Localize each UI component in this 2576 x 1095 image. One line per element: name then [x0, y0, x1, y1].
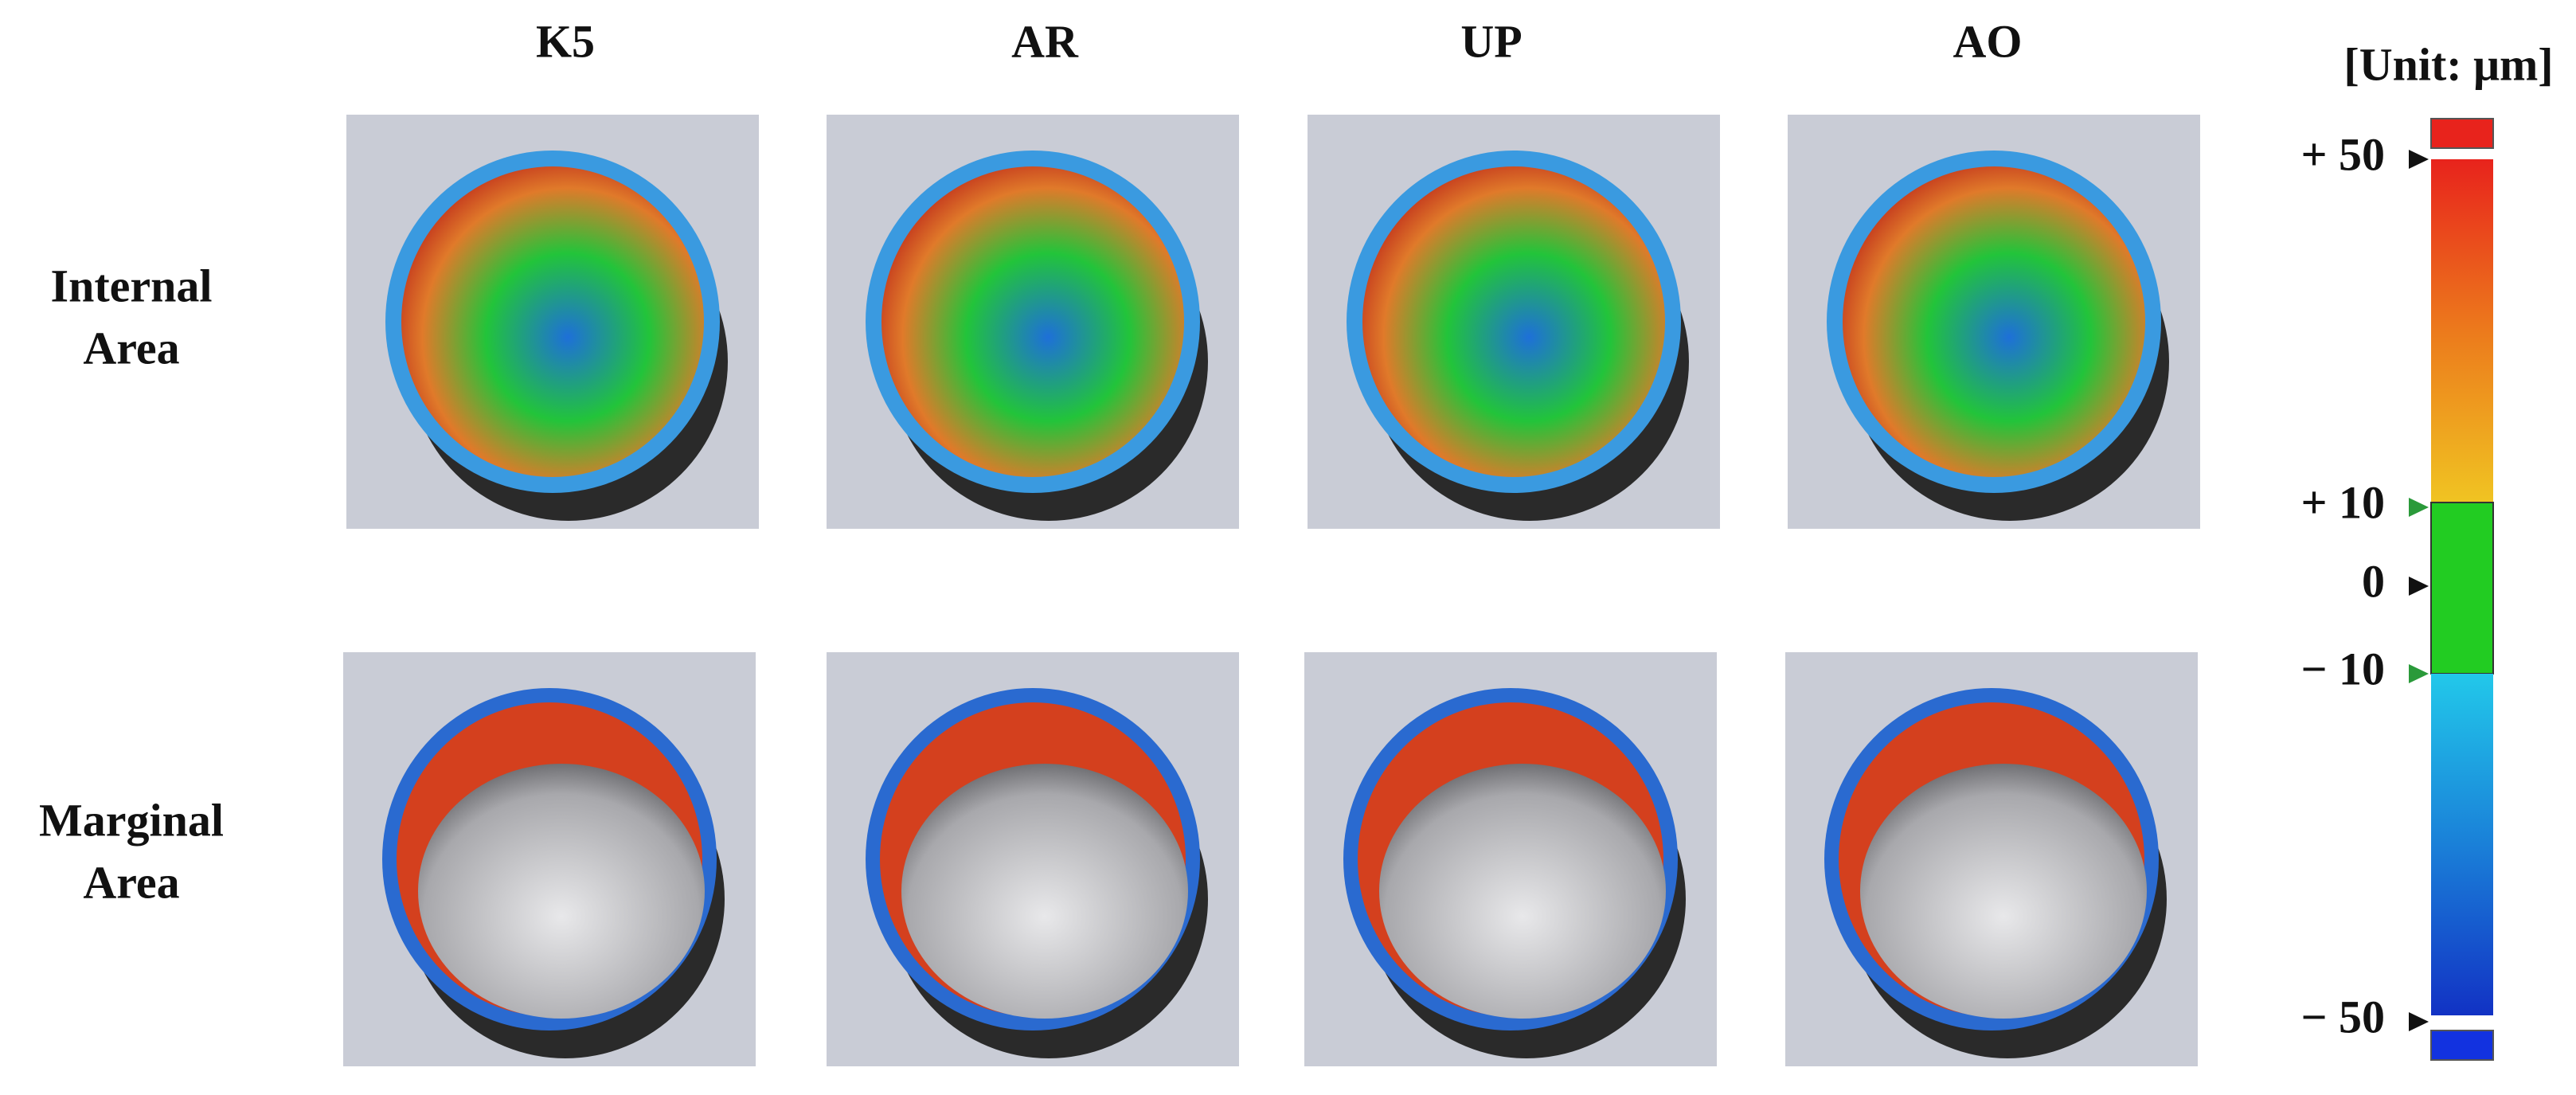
scan-inner: [881, 166, 1184, 477]
row-label: Area: [83, 322, 179, 373]
labels: K5 AR UP AO Internal Area Marginal Area: [39, 15, 2022, 908]
scan-inner: [1362, 166, 1665, 477]
row-label: Internal: [51, 260, 213, 311]
column-header: AR: [1011, 15, 1079, 67]
scale-label: − 50: [2300, 991, 2385, 1042]
scan-base: [1860, 764, 2147, 1019]
column-header: AO: [1953, 15, 2023, 67]
scale-label: − 10: [2300, 643, 2385, 694]
scale-cap-low: [2430, 1030, 2494, 1061]
column-header: UP: [1460, 15, 1522, 67]
color-scale: [Unit: μm] + 50 + 10 0 − 10 − 50: [2300, 38, 2554, 1061]
scan-base: [901, 764, 1188, 1019]
scan-base: [418, 764, 705, 1019]
scale-label: + 10: [2300, 476, 2385, 528]
scale-pointer: [2409, 664, 2429, 683]
scan-base: [1379, 764, 1666, 1019]
scale-pointer: [2409, 150, 2429, 169]
scale-warm: [2431, 159, 2493, 503]
row-label: Marginal: [39, 794, 224, 846]
row-label: Area: [83, 856, 179, 908]
scale-green: [2430, 502, 2494, 675]
scale-label: 0: [2362, 555, 2385, 607]
scale-cool: [2431, 674, 2493, 1015]
scale-pointer: [2409, 1012, 2429, 1031]
scale-title: [Unit: μm]: [2343, 38, 2553, 90]
scan-inner: [401, 166, 704, 477]
panels: [343, 115, 2200, 1066]
column-header: K5: [536, 15, 595, 67]
scan-inner: [1843, 166, 2145, 477]
scale-pointer: [2409, 498, 2429, 517]
scale-pointer: [2409, 577, 2429, 596]
scale-cap-high: [2430, 118, 2494, 149]
scale-label: + 50: [2300, 128, 2385, 180]
